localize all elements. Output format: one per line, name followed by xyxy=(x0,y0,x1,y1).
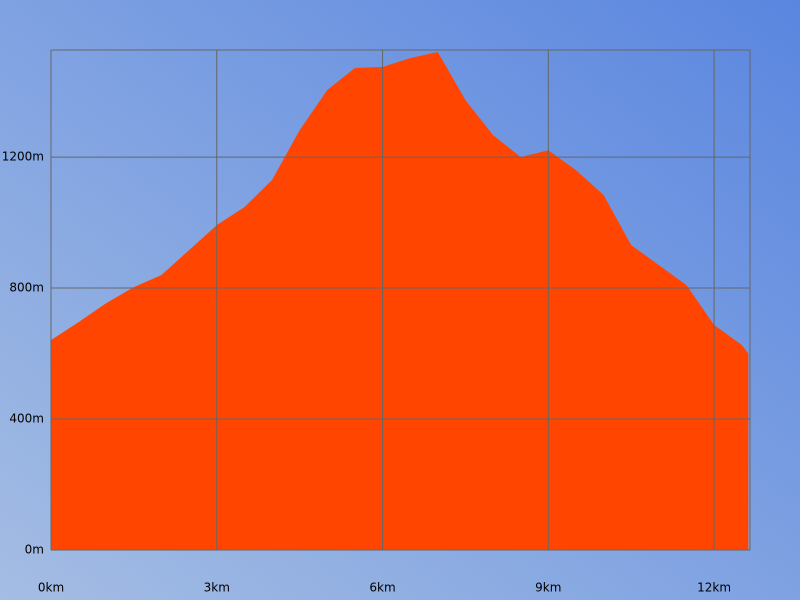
x-tick-label: 6km xyxy=(369,581,395,595)
x-tick-label: 9km xyxy=(535,581,561,595)
x-tick-label: 12km xyxy=(697,581,731,595)
x-tick-label: 0km xyxy=(38,581,64,595)
x-tick-label: 3km xyxy=(204,581,230,595)
y-tick-label: 400m xyxy=(9,412,44,426)
y-tick-label: 1200m xyxy=(2,150,44,164)
y-tick-label: 0m xyxy=(25,543,44,557)
y-tick-label: 800m xyxy=(9,281,44,295)
elevation-area xyxy=(51,51,749,551)
